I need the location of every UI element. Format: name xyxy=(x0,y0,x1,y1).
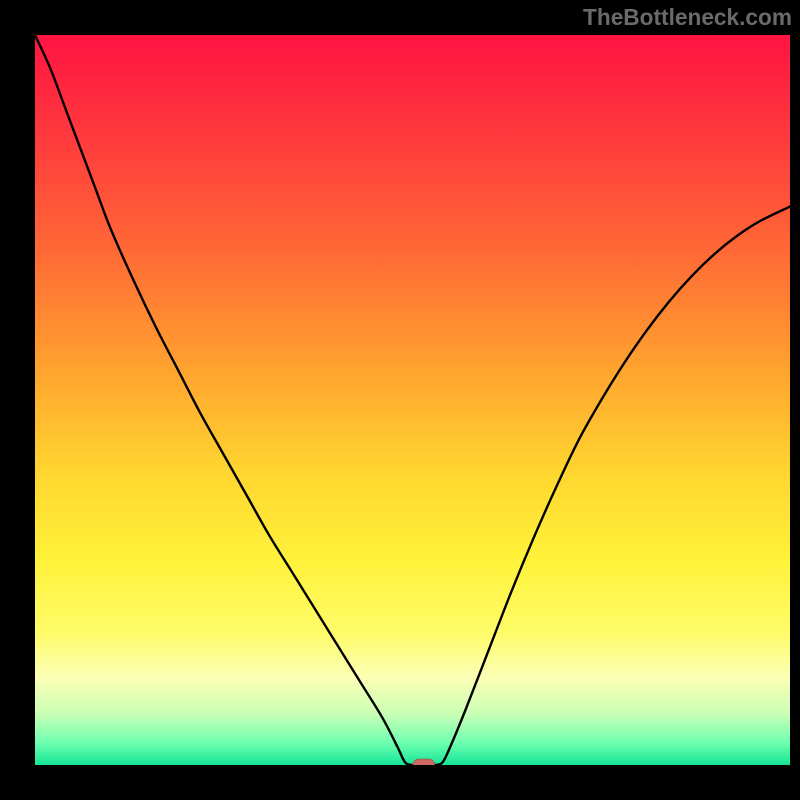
bottleneck-chart xyxy=(0,0,800,800)
chart-background xyxy=(35,35,790,765)
watermark-text: TheBottleneck.com xyxy=(583,4,792,31)
